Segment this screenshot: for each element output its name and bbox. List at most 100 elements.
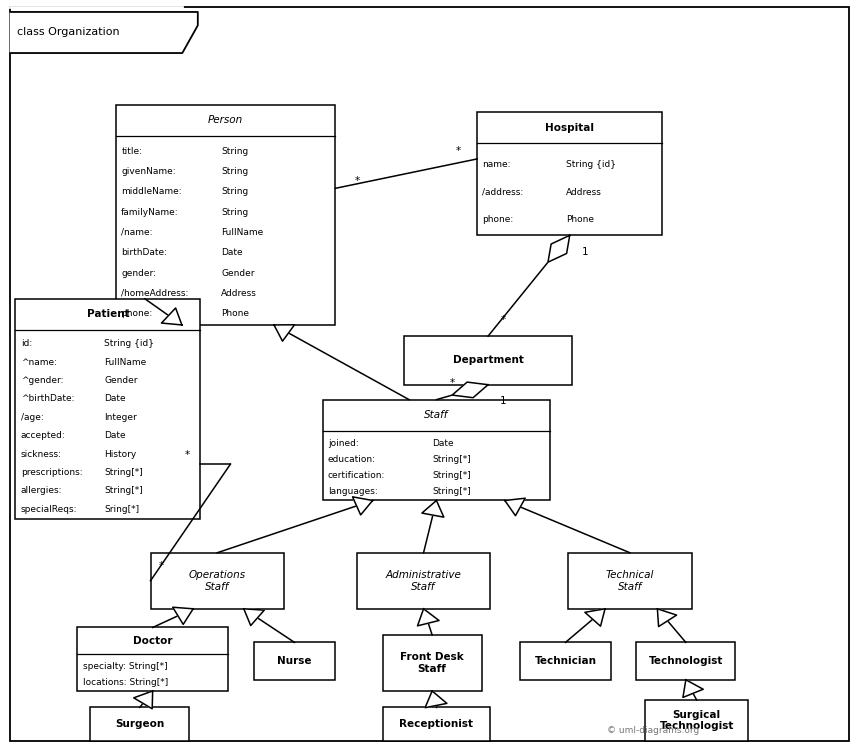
Polygon shape xyxy=(425,691,447,707)
Text: Nurse: Nurse xyxy=(277,656,312,666)
Text: languages:: languages: xyxy=(328,487,378,496)
Text: Date: Date xyxy=(432,438,453,447)
Text: Technician: Technician xyxy=(534,656,597,666)
Text: Patient: Patient xyxy=(87,309,129,320)
Polygon shape xyxy=(548,235,570,262)
Bar xyxy=(568,553,692,609)
Bar xyxy=(90,707,189,741)
Text: *: * xyxy=(456,146,461,156)
Text: givenName:: givenName: xyxy=(121,167,176,176)
Text: String: String xyxy=(221,187,249,196)
Bar xyxy=(520,642,611,680)
Text: © uml-diagrams.org: © uml-diagrams.org xyxy=(607,726,700,735)
Bar xyxy=(636,642,735,680)
Polygon shape xyxy=(353,497,372,515)
Text: familyName:: familyName: xyxy=(121,208,179,217)
Text: String {id}: String {id} xyxy=(566,160,616,169)
Polygon shape xyxy=(133,691,153,709)
Text: String: String xyxy=(221,208,249,217)
Text: Surgical
Technologist: Surgical Technologist xyxy=(660,710,734,731)
Text: String[*]: String[*] xyxy=(104,486,143,495)
Bar xyxy=(150,553,284,609)
Text: Operations
Staff: Operations Staff xyxy=(188,570,246,592)
Polygon shape xyxy=(162,308,182,325)
Text: phone:: phone: xyxy=(121,309,152,318)
Text: Phone: Phone xyxy=(566,215,594,225)
Text: Receptionist: Receptionist xyxy=(399,719,474,729)
Polygon shape xyxy=(452,382,488,397)
Bar xyxy=(383,635,482,691)
Text: birthDate:: birthDate: xyxy=(121,248,167,257)
Text: Doctor: Doctor xyxy=(133,636,172,646)
Polygon shape xyxy=(683,680,703,698)
Bar xyxy=(404,336,572,385)
Text: /name:: /name: xyxy=(121,228,153,237)
Polygon shape xyxy=(244,609,264,625)
Text: String {id}: String {id} xyxy=(104,339,154,348)
Polygon shape xyxy=(657,609,677,627)
Text: Hospital: Hospital xyxy=(545,123,594,133)
Text: Date: Date xyxy=(104,394,126,403)
Bar xyxy=(322,400,550,500)
Text: Address: Address xyxy=(566,187,602,196)
Text: Surgeon: Surgeon xyxy=(115,719,164,729)
Text: specialty: String[*]: specialty: String[*] xyxy=(83,662,167,671)
Text: ^name:: ^name: xyxy=(21,358,57,367)
Text: String[*]: String[*] xyxy=(432,487,470,496)
Text: String[*]: String[*] xyxy=(432,471,470,480)
Text: Date: Date xyxy=(221,248,243,257)
Text: FullName: FullName xyxy=(221,228,264,237)
Bar xyxy=(77,627,228,691)
Text: Integer: Integer xyxy=(104,413,137,422)
Text: String: String xyxy=(221,146,249,155)
Text: *: * xyxy=(158,561,163,571)
Text: locations: String[*]: locations: String[*] xyxy=(83,678,168,686)
Text: specialReqs:: specialReqs: xyxy=(21,504,77,514)
Text: ^birthDate:: ^birthDate: xyxy=(21,394,74,403)
Bar xyxy=(477,112,662,235)
Polygon shape xyxy=(10,12,198,53)
Text: Person: Person xyxy=(208,115,243,125)
Text: allergies:: allergies: xyxy=(21,486,62,495)
Text: String: String xyxy=(221,167,249,176)
Text: Gender: Gender xyxy=(104,376,138,385)
Text: Sring[*]: Sring[*] xyxy=(104,504,139,514)
Text: String[*]: String[*] xyxy=(104,468,143,477)
Text: /homeAddress:: /homeAddress: xyxy=(121,289,188,298)
Bar xyxy=(357,553,490,609)
Text: education:: education: xyxy=(328,455,376,464)
Text: Address: Address xyxy=(221,289,257,298)
Text: accepted:: accepted: xyxy=(21,431,65,440)
Text: *: * xyxy=(501,314,506,325)
Polygon shape xyxy=(585,609,605,626)
Text: String[*]: String[*] xyxy=(432,455,470,464)
Text: ^gender:: ^gender: xyxy=(21,376,63,385)
Text: title:: title: xyxy=(121,146,142,155)
Bar xyxy=(645,700,748,741)
Text: prescriptions:: prescriptions: xyxy=(21,468,83,477)
Text: class Organization: class Organization xyxy=(17,28,120,37)
Polygon shape xyxy=(422,500,444,517)
Text: *: * xyxy=(354,176,359,186)
Polygon shape xyxy=(505,498,525,515)
Text: middleName:: middleName: xyxy=(121,187,181,196)
Text: Gender: Gender xyxy=(221,269,255,278)
Text: 1: 1 xyxy=(582,247,588,257)
Text: gender:: gender: xyxy=(121,269,157,278)
Text: Phone: Phone xyxy=(221,309,249,318)
Polygon shape xyxy=(417,609,439,626)
Text: Technologist: Technologist xyxy=(648,656,723,666)
Text: *: * xyxy=(450,378,454,388)
Bar xyxy=(383,707,490,741)
Text: Technical
Staff: Technical Staff xyxy=(605,570,654,592)
Text: Date: Date xyxy=(104,431,126,440)
Text: certification:: certification: xyxy=(328,471,385,480)
Bar xyxy=(15,299,200,519)
Text: id:: id: xyxy=(21,339,32,348)
Text: Front Desk
Staff: Front Desk Staff xyxy=(400,652,464,674)
Text: *: * xyxy=(185,450,190,460)
Text: 1: 1 xyxy=(501,396,507,406)
Text: FullName: FullName xyxy=(104,358,146,367)
Polygon shape xyxy=(173,607,194,624)
Text: phone:: phone: xyxy=(482,215,513,225)
